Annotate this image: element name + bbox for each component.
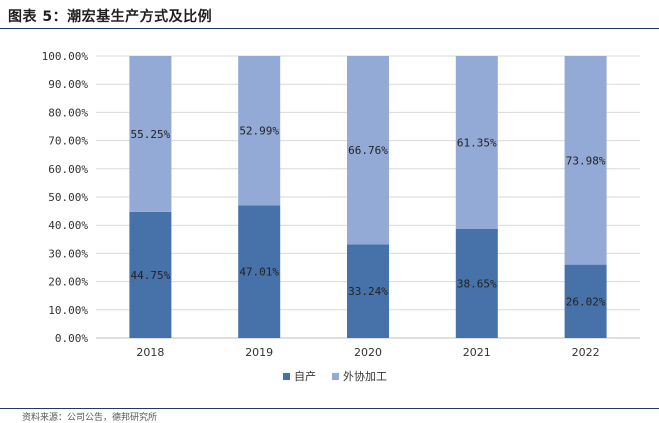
bar-segment-outsource: [238, 56, 281, 206]
legend-swatch: [283, 373, 290, 380]
x-tick-label: 2019: [245, 346, 273, 359]
title-divider: [0, 28, 659, 29]
data-label: 26.02%: [566, 295, 606, 308]
bar-segment-self: [129, 211, 172, 338]
y-tick-label: 0.00%: [55, 332, 88, 345]
bar-segment-self: [347, 244, 389, 338]
source-divider: [0, 408, 659, 409]
y-tick-label: 60.00%: [48, 163, 88, 176]
data-label: 52.99%: [239, 125, 279, 138]
bar-segment-outsource: [564, 56, 607, 265]
data-label: 44.75%: [131, 269, 171, 282]
data-label: 55.25%: [131, 128, 171, 141]
data-label: 47.01%: [239, 266, 279, 279]
y-tick-label: 40.00%: [48, 219, 88, 232]
y-tick-label: 90.00%: [48, 78, 88, 91]
y-tick-label: 70.00%: [48, 135, 88, 148]
data-label: 66.76%: [348, 144, 388, 157]
bar-segment-outsource: [347, 56, 389, 245]
legend-label: 自产: [294, 369, 316, 383]
data-label: 33.24%: [348, 285, 388, 298]
chart-title: 图表 5：潮宏基生产方式及比例: [8, 9, 213, 25]
y-tick-label: 10.00%: [48, 304, 88, 317]
legend-label: 外协加工: [343, 369, 387, 383]
y-tick-label: 100.00%: [42, 50, 89, 63]
x-tick-label: 2018: [136, 346, 164, 359]
legend-swatch: [332, 373, 339, 380]
data-label: 61.35%: [457, 137, 497, 150]
bar-segment-self: [238, 205, 281, 338]
y-tick-label: 30.00%: [48, 247, 88, 260]
bar-segment-outsource: [129, 56, 172, 212]
x-tick-label: 2021: [463, 346, 491, 359]
y-tick-label: 50.00%: [48, 191, 88, 204]
y-tick-label: 80.00%: [48, 106, 88, 119]
bar-segment-outsource: [455, 56, 498, 230]
data-label: 38.65%: [457, 278, 497, 291]
source-note: 资料来源：公司公告，德邦研究所: [22, 413, 158, 423]
bar-segment-self: [455, 229, 498, 338]
x-tick-label: 2022: [572, 346, 600, 359]
y-tick-label: 20.00%: [48, 276, 88, 289]
bar-segment-self: [564, 264, 607, 338]
data-label: 73.98%: [566, 154, 606, 167]
x-tick-label: 2020: [354, 346, 382, 359]
